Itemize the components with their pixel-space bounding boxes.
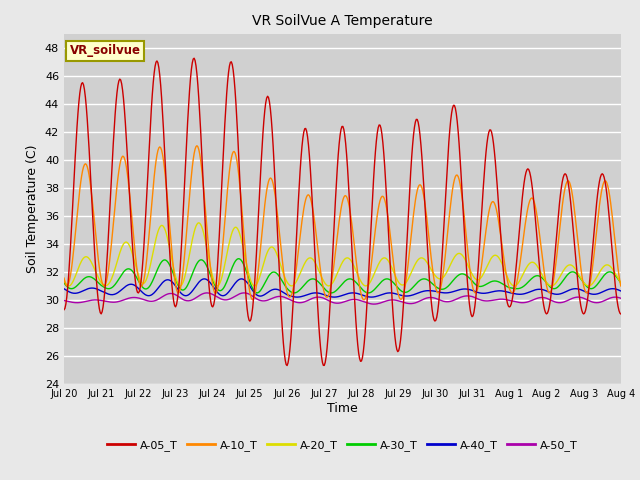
A-10_T [193, 143, 201, 149]
A-50_T [390, 297, 398, 303]
A-05_T [617, 311, 625, 317]
A-40_T [200, 276, 208, 282]
Line: A-30_T: A-30_T [64, 259, 621, 293]
A-30_T [314, 278, 322, 284]
A-10_T [390, 264, 398, 270]
A-20_T [481, 267, 489, 273]
A-20_T [205, 257, 213, 263]
A-20_T [177, 283, 184, 289]
A-10_T [159, 152, 166, 157]
A-40_T [60, 286, 68, 292]
A-40_T [294, 294, 301, 300]
A-20_T [617, 280, 625, 286]
A-05_T [60, 307, 68, 312]
A-10_T [360, 297, 368, 303]
Text: VR_soilvue: VR_soilvue [70, 44, 141, 57]
A-30_T [434, 285, 442, 291]
A-30_T [235, 256, 243, 262]
A-20_T [390, 270, 398, 276]
A-50_T [370, 301, 378, 307]
A-50_T [204, 290, 211, 296]
A-20_T [314, 265, 322, 271]
A-30_T [390, 280, 398, 286]
A-40_T [481, 290, 489, 296]
A-30_T [291, 290, 298, 296]
A-40_T [159, 280, 166, 286]
A-40_T [204, 277, 212, 283]
Title: VR SoilVue A Temperature: VR SoilVue A Temperature [252, 14, 433, 28]
A-30_T [159, 258, 166, 264]
Line: A-10_T: A-10_T [64, 146, 621, 300]
A-10_T [434, 290, 442, 296]
A-50_T [313, 294, 321, 300]
A-20_T [195, 220, 203, 226]
A-05_T [204, 271, 212, 277]
A-50_T [434, 296, 442, 302]
A-10_T [204, 240, 212, 246]
A-40_T [617, 288, 625, 294]
Y-axis label: Soil Temperature (C): Soil Temperature (C) [26, 144, 39, 273]
Line: A-05_T: A-05_T [64, 58, 621, 366]
A-50_T [481, 298, 489, 304]
A-30_T [617, 280, 625, 286]
A-05_T [159, 109, 166, 115]
A-10_T [313, 237, 321, 243]
A-40_T [390, 290, 398, 296]
A-30_T [60, 280, 68, 286]
Line: A-50_T: A-50_T [64, 293, 621, 304]
Line: A-20_T: A-20_T [64, 223, 621, 286]
A-10_T [60, 275, 68, 281]
A-20_T [159, 223, 166, 228]
X-axis label: Time: Time [327, 402, 358, 415]
A-05_T [481, 160, 489, 166]
A-20_T [60, 276, 68, 282]
A-20_T [434, 275, 442, 281]
A-10_T [617, 283, 625, 289]
Line: A-40_T: A-40_T [64, 279, 621, 297]
A-50_T [159, 294, 166, 300]
A-30_T [481, 282, 489, 288]
A-50_T [60, 298, 68, 303]
A-05_T [314, 305, 322, 311]
Legend: A-05_T, A-10_T, A-20_T, A-30_T, A-40_T, A-50_T: A-05_T, A-10_T, A-20_T, A-30_T, A-40_T, … [102, 436, 582, 456]
A-05_T [190, 55, 198, 61]
A-40_T [314, 290, 322, 296]
A-05_T [390, 324, 398, 329]
A-50_T [617, 295, 625, 301]
A-50_T [204, 290, 212, 296]
A-30_T [204, 264, 211, 270]
A-05_T [434, 309, 442, 314]
A-40_T [434, 289, 442, 295]
A-10_T [481, 234, 489, 240]
A-05_T [284, 363, 291, 369]
